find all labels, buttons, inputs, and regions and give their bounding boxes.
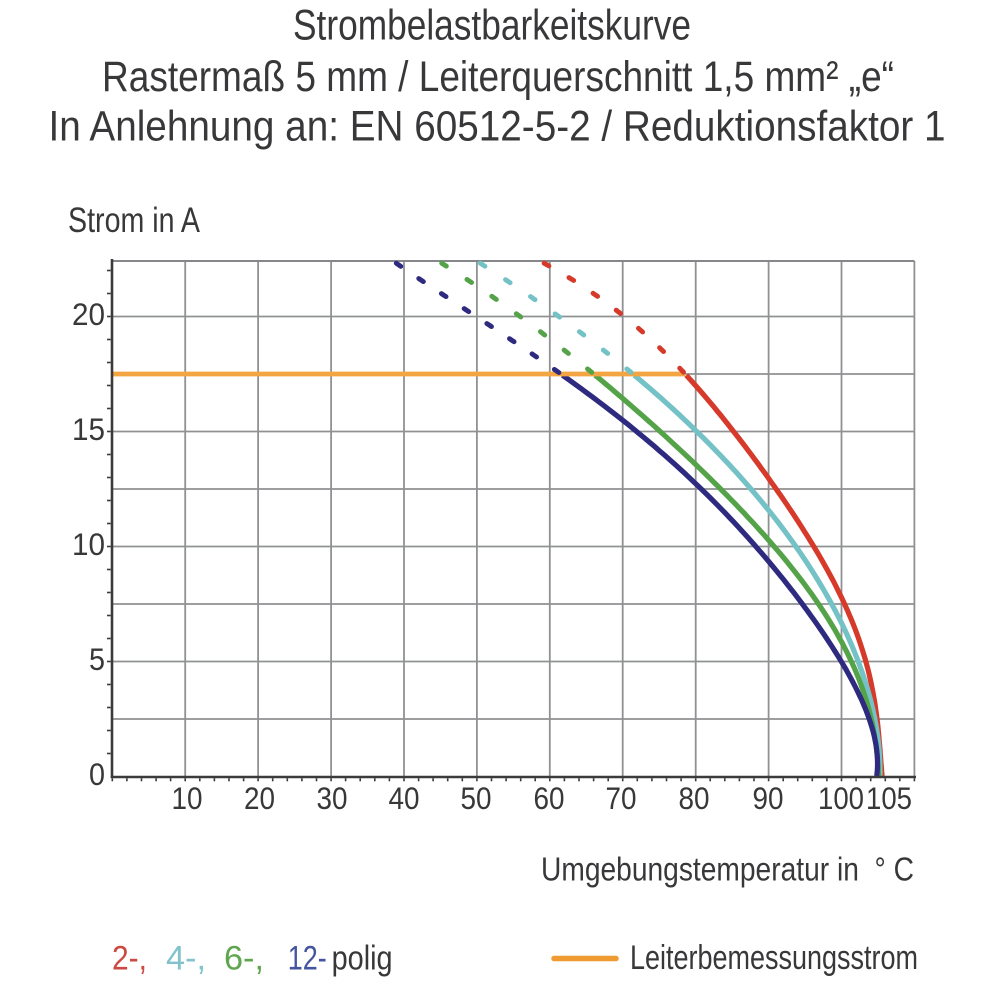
svg-text:0: 0 <box>89 756 105 792</box>
svg-text:polig: polig <box>332 940 393 978</box>
svg-text:Strombelastbarkeitskurve: Strombelastbarkeitskurve <box>293 2 691 50</box>
svg-text:4-,: 4-, <box>166 940 206 978</box>
svg-text:105: 105 <box>866 780 912 816</box>
svg-text:10: 10 <box>72 526 105 562</box>
svg-text:15: 15 <box>72 411 105 447</box>
svg-text:2-,: 2-, <box>112 940 147 978</box>
svg-text:80: 80 <box>679 780 710 816</box>
svg-text:20: 20 <box>244 780 275 816</box>
svg-text:30: 30 <box>317 780 348 816</box>
svg-text:100: 100 <box>818 780 864 816</box>
svg-text:5: 5 <box>89 641 105 677</box>
svg-text:40: 40 <box>389 780 420 816</box>
svg-text:90: 90 <box>753 780 784 816</box>
svg-text:Leiterbemessungsstrom: Leiterbemessungsstrom <box>630 939 918 977</box>
svg-text:6-,: 6-, <box>224 940 264 978</box>
svg-text:12-: 12- <box>288 940 327 978</box>
svg-text:Umgebungstemperatur in ° C: Umgebungstemperatur in ° C <box>541 851 914 888</box>
svg-text:70: 70 <box>606 780 637 816</box>
svg-text:10: 10 <box>172 780 203 816</box>
svg-text:50: 50 <box>461 780 492 816</box>
svg-text:60: 60 <box>534 780 565 816</box>
svg-text:20: 20 <box>72 296 105 332</box>
svg-text:Rastermaß 5 mm / Leiterquersch: Rastermaß 5 mm / Leiterquerschnitt 1,5 m… <box>102 53 894 101</box>
svg-text:In Anlehnung an: EN 60512-5-2: In Anlehnung an: EN 60512-5-2 / Reduktio… <box>49 103 946 151</box>
svg-text:Strom in A: Strom in A <box>68 201 201 240</box>
